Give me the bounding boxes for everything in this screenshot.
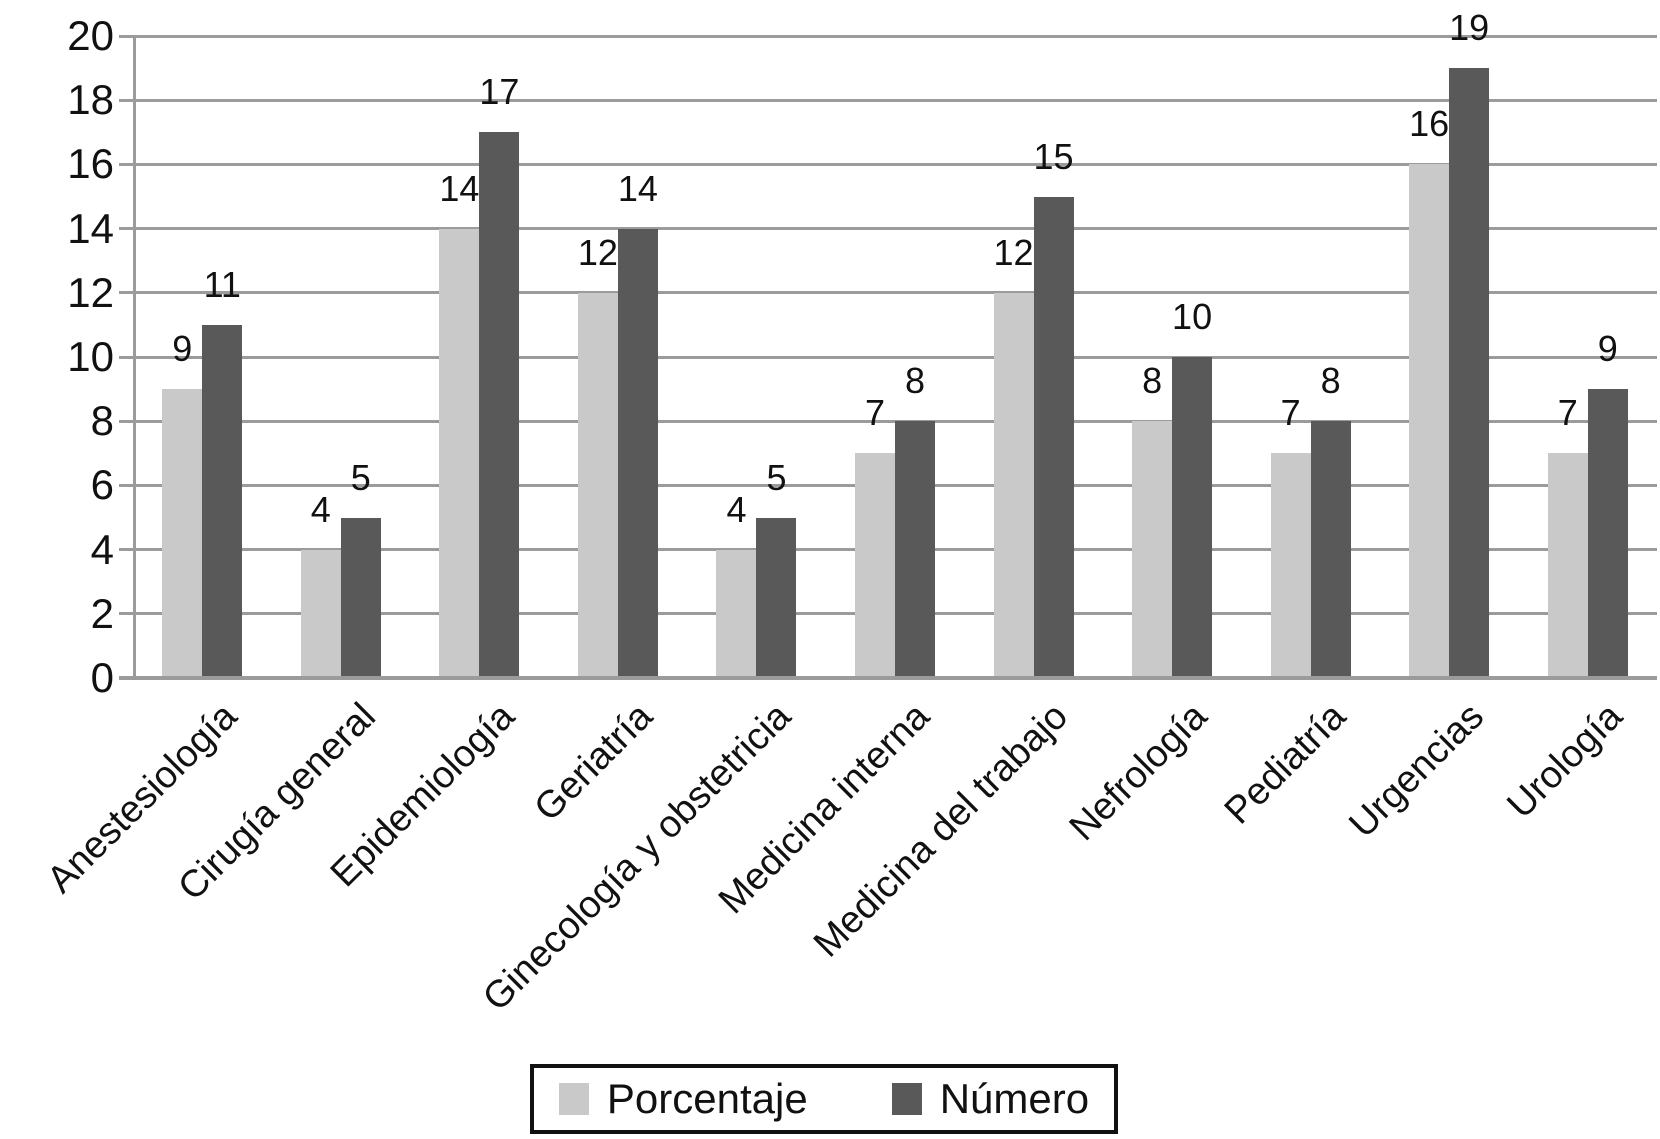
bar-número-11 (1587, 389, 1628, 678)
x-axis-line (119, 676, 1657, 680)
legend-label-numero: Número (939, 1075, 1090, 1122)
y-tick-label-10: 10 (67, 333, 114, 380)
bar-value-número-3: 17 (479, 71, 520, 113)
bar-número-7 (1033, 196, 1074, 678)
y-tick-label-20: 20 (67, 12, 114, 59)
bar-porcentaje-3 (439, 228, 480, 678)
gridline-y-8 (133, 419, 1657, 423)
x-category-label-5: Ginecología y obstetricia (475, 695, 800, 1020)
bar-porcentaje-5 (716, 549, 757, 678)
tick-y-6 (119, 483, 133, 487)
bar-porcentaje-2 (300, 549, 341, 678)
legend: Porcentaje Número (530, 1064, 1118, 1134)
bar-número-10 (1449, 68, 1490, 678)
y-tick-label-0: 0 (90, 654, 114, 701)
plot-area: 9 11 4 5 14 17 12 14 4 5 7 8 12 15 8 10 7 8 16 19 7 9 (119, 10, 1657, 680)
gridline-y-16 (133, 162, 1657, 166)
y-tick-label-16: 16 (67, 140, 114, 188)
x-category-label-9: Pediatría (1216, 695, 1354, 833)
legend-item-numero: Número (891, 1075, 1090, 1122)
legend-swatch-porcentaje (558, 1083, 589, 1115)
bar-número-5 (756, 517, 797, 678)
bar-porcentaje-10 (1409, 164, 1450, 678)
x-category-label-4: Geriatría (526, 695, 661, 830)
tick-y-14 (119, 227, 133, 231)
x-category-label-6: Medicina interna (711, 695, 938, 923)
y-tick-label-14: 14 (67, 204, 114, 252)
bar-número-8 (1172, 357, 1213, 678)
x-category-label-3: Epidemiología (322, 695, 523, 896)
bar-porcentaje-7 (993, 292, 1034, 678)
bar-value-número-8: 10 (1172, 296, 1213, 337)
gridline-y-10 (133, 355, 1657, 359)
y-tick-label-8: 8 (90, 397, 114, 445)
bar-value-número-5: 5 (766, 456, 787, 498)
x-category-label-1: Anestesiología (39, 695, 246, 902)
legend-label-porcentaje: Porcentaje (606, 1075, 808, 1122)
tick-y-10 (119, 355, 133, 359)
y-tick-label-6: 6 (90, 461, 114, 509)
bar-value-porcentaje-8: 8 (1142, 360, 1163, 402)
bar-value-número-11: 9 (1597, 328, 1618, 370)
x-category-label-11: Urología (1499, 695, 1631, 827)
legend-swatch-numero (891, 1083, 922, 1115)
bar-value-número-2: 5 (350, 456, 371, 498)
x-category-label-7: Medicina del trabajo (806, 695, 1077, 966)
bar-porcentaje-1 (162, 389, 203, 678)
tick-y-16 (119, 162, 133, 166)
bar-porcentaje-8 (1132, 421, 1173, 678)
bar-número-1 (202, 324, 243, 678)
tick-y-2 (119, 612, 133, 616)
bar-value-porcentaje-10: 16 (1409, 103, 1450, 145)
bar-value-número-4: 14 (617, 167, 658, 209)
bar-value-porcentaje-11: 7 (1557, 392, 1578, 434)
bar-value-porcentaje-6: 7 (864, 392, 886, 434)
y-tick-label-12: 12 (67, 268, 114, 316)
tick-y-8 (119, 419, 133, 423)
bar-value-porcentaje-2: 4 (310, 488, 331, 530)
bar-número-9 (1310, 421, 1351, 678)
bar-value-porcentaje-5: 4 (726, 488, 747, 530)
bar-value-porcentaje-9: 7 (1280, 392, 1301, 434)
legend-item-porcentaje: Porcentaje (558, 1075, 808, 1122)
x-category-label-2: Cirugía general (170, 695, 384, 909)
y-axis-line (133, 36, 136, 678)
bar-número-2 (340, 517, 381, 678)
bar-porcentaje-4 (577, 292, 618, 678)
tick-y-4 (119, 548, 133, 552)
tick-y-20 (119, 34, 133, 38)
bar-value-número-10: 19 (1449, 7, 1490, 49)
y-tick-label-2: 2 (90, 589, 114, 637)
bar-número-6 (895, 421, 935, 678)
tick-y-18 (119, 98, 133, 102)
bar-value-porcentaje-7: 12 (993, 231, 1034, 273)
bar-value-porcentaje-1: 9 (172, 328, 193, 370)
y-tick-label-18: 18 (67, 76, 114, 124)
bar-value-porcentaje-4: 12 (577, 231, 618, 273)
bar-porcentaje-11 (1547, 453, 1588, 678)
bar-value-número-1: 11 (203, 263, 241, 305)
bar-porcentaje-9 (1270, 453, 1311, 678)
bar-value-número-6: 8 (904, 360, 926, 402)
x-category-label-10: Urgencias (1341, 695, 1493, 846)
bar-número-3 (479, 132, 520, 678)
bar-value-porcentaje-3: 14 (439, 167, 480, 209)
gridline-y-12 (133, 291, 1657, 295)
bar-número-4 (617, 228, 658, 678)
x-category-label-8: Nefrología (1061, 695, 1216, 849)
gridline-y-20 (133, 34, 1657, 38)
y-tick-label-4: 4 (90, 525, 114, 573)
bar-porcentaje-6 (855, 453, 895, 678)
gridline-y-18 (133, 98, 1657, 102)
gridline-y-14 (133, 227, 1657, 231)
tick-y-12 (119, 291, 133, 295)
bar-value-número-9: 8 (1320, 360, 1341, 402)
bar-value-número-7: 15 (1033, 135, 1074, 177)
